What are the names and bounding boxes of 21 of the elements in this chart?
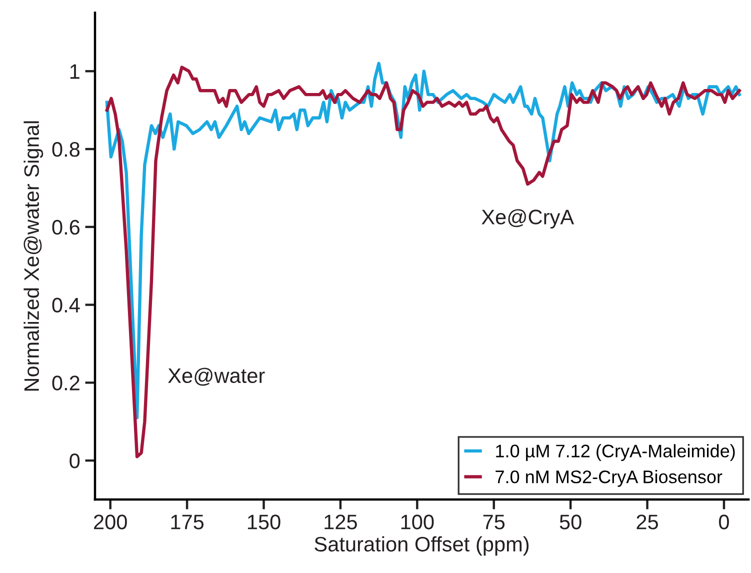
annotation: Xe@water [168,368,265,386]
x-tick-label: 200 [94,514,127,530]
x-tick-label: 125 [324,514,357,530]
x-tick-label: 50 [560,514,582,530]
x-tick-label: 0 [719,514,729,530]
x-axis-title: Saturation Offset (ppm) [314,536,529,556]
x-tick-label: 175 [171,514,204,530]
y-tick-label: 0.4 [52,298,80,313]
x-tick-label: 75 [483,514,505,530]
legend-label: 1.0 µM 7.12 (CryA-Maleimide) [496,444,735,461]
y-tick-label: 0.8 [52,142,80,157]
y-tick-label: 1 [70,64,80,79]
y-tick-label: 0 [70,454,80,468]
x-tick-label: 25 [636,514,658,530]
annotation: Xe@CryA [482,209,574,229]
x-tick-label: 100 [401,514,434,530]
x-tick-label: 150 [248,514,280,530]
y-axis-title: Normalized Xe@water Signal [24,121,44,391]
legend-label: 7.0 nM MS2-CryA Biosensor [496,470,722,487]
y-tick-label: 0.6 [52,220,80,235]
y-tick-label: 0.2 [52,376,80,390]
